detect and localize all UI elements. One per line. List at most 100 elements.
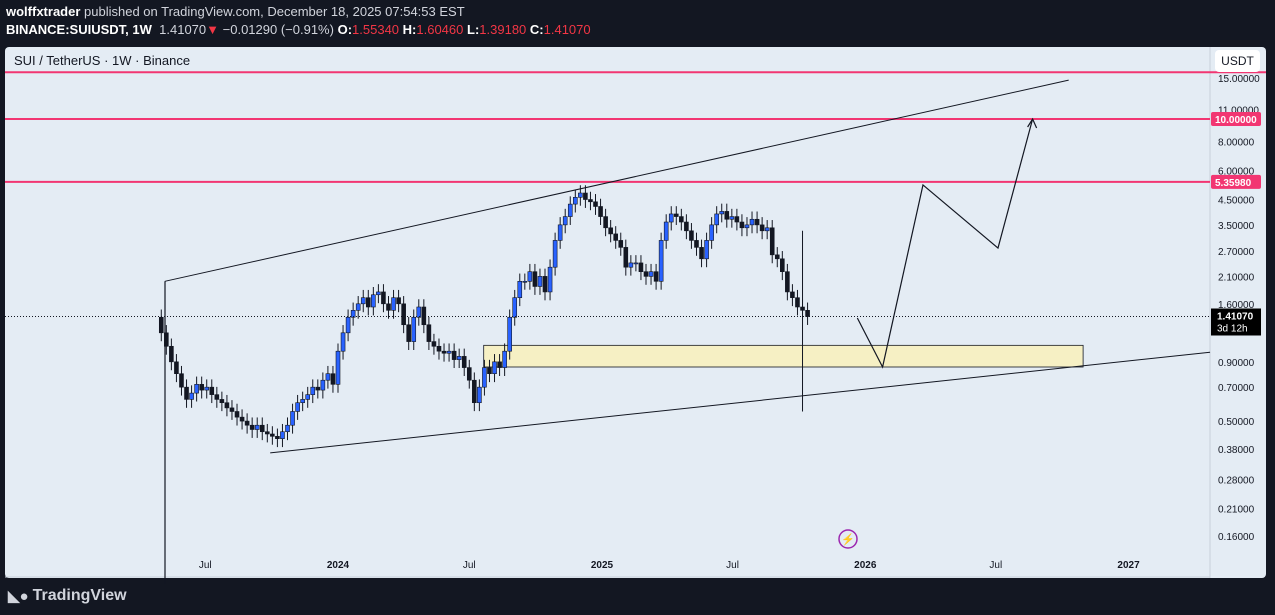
candle-body xyxy=(259,424,265,433)
level-label: 5.35980 xyxy=(1215,178,1252,189)
y-tick-label: 0.16000 xyxy=(1218,532,1255,543)
tv-logo-icon: ◣● xyxy=(8,588,29,605)
chart-area[interactable] xyxy=(5,47,1266,578)
brand-name: TradingView xyxy=(32,587,127,604)
candle-body xyxy=(679,216,684,223)
candle-body xyxy=(355,303,361,311)
level-label: 10.00000 xyxy=(1215,115,1257,126)
candle-body xyxy=(754,218,760,226)
candle-body xyxy=(244,420,250,426)
candle-body xyxy=(456,356,462,360)
candle-body xyxy=(376,291,381,296)
lightning-icon xyxy=(838,529,858,549)
candle-body xyxy=(477,386,482,404)
candle-body xyxy=(638,262,644,272)
candle-body xyxy=(436,345,442,352)
y-tick-label: 0.28000 xyxy=(1218,476,1255,487)
projection-path xyxy=(856,118,1034,369)
candle-body xyxy=(744,224,750,229)
y-tick-label: 3.50000 xyxy=(1218,221,1255,232)
candle-body xyxy=(350,310,356,318)
candle-body xyxy=(633,262,639,265)
candle-body xyxy=(441,350,447,354)
trendline xyxy=(164,79,1069,282)
ohlc-line: BINANCE:SUIUSDT, 1W 1.41070▼ −0.01290 (−… xyxy=(6,22,591,37)
candle-body xyxy=(608,227,613,235)
candle-body xyxy=(648,271,654,277)
x-tick-label: 2025 xyxy=(591,560,614,571)
candle-body xyxy=(658,240,664,282)
candle-body xyxy=(305,394,311,400)
candle-body xyxy=(451,350,457,360)
candle-body xyxy=(512,297,518,318)
candle-body xyxy=(164,332,169,347)
open-label: O: xyxy=(337,22,353,37)
candle-body xyxy=(401,303,406,326)
candle-body xyxy=(724,211,730,220)
y-tick-label: 6.00000 xyxy=(1218,167,1255,178)
candle-body xyxy=(295,402,300,412)
high: 1.60460 xyxy=(416,22,464,37)
candle-body xyxy=(527,271,533,282)
publish-info: wolffxtrader published on TradingView.co… xyxy=(6,4,465,19)
candle-body xyxy=(603,216,608,229)
candle-body xyxy=(461,356,467,368)
candle-body xyxy=(396,297,401,305)
candle-body xyxy=(315,386,321,391)
candle-body xyxy=(704,240,709,260)
candle-body xyxy=(593,201,598,207)
candle-body xyxy=(668,213,674,223)
candle-body xyxy=(598,206,603,217)
candle-body xyxy=(719,211,725,215)
y-tick-label: 8.00000 xyxy=(1218,138,1255,149)
candle-body xyxy=(573,197,578,205)
y-tick-label: 0.90000 xyxy=(1218,358,1255,369)
currency-button[interactable]: USDT xyxy=(1215,50,1260,72)
candle-body xyxy=(421,306,427,326)
candle-body xyxy=(709,224,714,241)
candle-body xyxy=(694,240,699,248)
candle-body xyxy=(805,310,810,317)
candle-body xyxy=(386,303,391,311)
candle-body xyxy=(699,247,704,260)
candle-body xyxy=(340,332,346,352)
arrow-head-icon xyxy=(1027,117,1038,129)
candle-body xyxy=(578,192,583,198)
y-tick-label: 0.38000 xyxy=(1218,445,1255,456)
candle-body xyxy=(739,221,745,229)
candle-body xyxy=(785,271,790,293)
candle-body xyxy=(663,221,669,241)
lightning-icon-glyph: ⚡ xyxy=(841,533,855,546)
candle-body xyxy=(431,341,437,347)
low: 1.39180 xyxy=(479,22,527,37)
candle-body xyxy=(371,294,376,308)
y-tick-label: 11.00000 xyxy=(1218,105,1259,116)
candle-body xyxy=(249,424,255,430)
candle-body xyxy=(507,316,512,352)
candle-body xyxy=(542,276,548,293)
y-tick-label: 0.21000 xyxy=(1218,505,1255,516)
candle-body xyxy=(517,281,523,298)
candle-body xyxy=(628,262,634,268)
candle-body xyxy=(184,386,189,400)
candle-body xyxy=(623,247,629,268)
candle-body xyxy=(194,384,199,394)
candle-body xyxy=(780,258,785,272)
x-tick-label: 2024 xyxy=(327,560,350,571)
candle-body xyxy=(729,216,735,220)
candle-body xyxy=(492,361,497,375)
chart-title: SUI / TetherUS · 1W · Binance xyxy=(14,53,191,68)
candle-body xyxy=(285,424,290,433)
candle-body xyxy=(618,240,624,248)
candle-body xyxy=(532,271,538,287)
candle-body xyxy=(219,399,225,404)
candle-body xyxy=(270,433,275,437)
candle-body xyxy=(552,240,558,268)
candle-body xyxy=(310,386,316,395)
candle-body xyxy=(411,316,417,342)
candle-body xyxy=(734,216,740,223)
candle-body xyxy=(446,350,452,354)
candle-body xyxy=(290,411,295,426)
candle-body xyxy=(239,416,245,422)
